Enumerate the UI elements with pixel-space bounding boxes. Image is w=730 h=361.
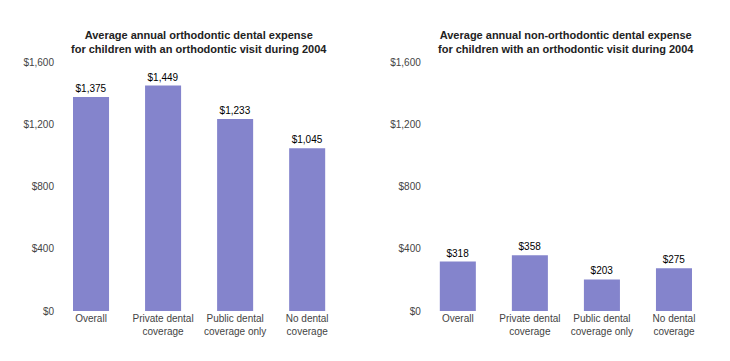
svg-text:Overall: Overall <box>75 313 107 324</box>
svg-text:$203: $203 <box>591 265 614 276</box>
svg-text:$1,200: $1,200 <box>23 119 54 130</box>
svg-text:No dentalcoverage: No dentalcoverage <box>286 313 329 337</box>
svg-text:$318: $318 <box>446 248 469 259</box>
svg-text:$1,233: $1,233 <box>220 105 251 116</box>
svg-text:Private dentalcoverage: Private dentalcoverage <box>132 313 193 337</box>
svg-text:$1,045: $1,045 <box>292 134 323 145</box>
svg-text:$1,449: $1,449 <box>148 72 179 83</box>
svg-text:Average annual non-orthodontic: Average annual non-orthodontic dental ex… <box>438 29 694 55</box>
svg-text:$1,600: $1,600 <box>390 57 421 68</box>
svg-text:$1,375: $1,375 <box>76 83 107 94</box>
svg-text:$800: $800 <box>399 181 422 192</box>
svg-text:$0: $0 <box>43 306 55 317</box>
svg-text:Private dentalcoverage: Private dentalcoverage <box>499 313 560 337</box>
svg-text:Average annual orthodontic den: Average annual orthodontic dental expens… <box>71 29 327 55</box>
svg-text:$1,200: $1,200 <box>390 119 421 130</box>
svg-text:Public dentalcoverage only: Public dentalcoverage only <box>571 313 633 337</box>
svg-text:Public dentalcoverage only: Public dentalcoverage only <box>204 313 266 337</box>
svg-text:$400: $400 <box>32 243 55 254</box>
svg-text:$1,600: $1,600 <box>23 57 54 68</box>
svg-text:No dentalcoverage: No dentalcoverage <box>653 313 696 337</box>
svg-text:$800: $800 <box>32 181 55 192</box>
svg-text:$400: $400 <box>399 243 422 254</box>
svg-text:Overall: Overall <box>442 313 474 324</box>
svg-text:$0: $0 <box>410 306 422 317</box>
svg-text:$358: $358 <box>519 241 542 252</box>
svg-text:$275: $275 <box>663 254 686 265</box>
